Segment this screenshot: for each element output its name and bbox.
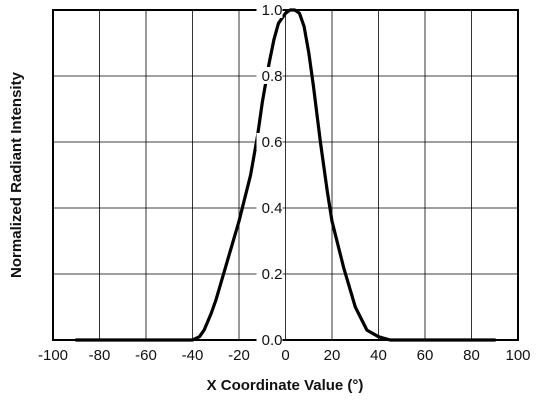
y-tick-label-backing [256,265,283,282]
x-tick-label: -100 [38,347,68,364]
x-axis-label: X Coordinate Value (°) [207,377,364,394]
y-tick-label-backing [256,67,283,84]
y-tick-label: 0.6 [262,134,283,151]
y-tick-label: 0.2 [262,266,283,283]
x-tick-label: -20 [228,347,250,364]
y-tick-label: 0.8 [262,68,283,85]
plot-frame [52,9,519,341]
x-tick-label: 40 [370,347,387,364]
x-tick-label: -40 [182,347,204,364]
intensity-curve [74,8,497,342]
x-tick-label: 0 [281,347,289,364]
y-tick-label: 0.0 [262,332,283,349]
x-tick-label: 80 [463,347,480,364]
grid-lines [53,10,518,340]
x-tick-label: 100 [505,347,530,364]
y-tick-label: 0.4 [262,200,283,217]
x-tick-label: -80 [89,347,111,364]
y-tick-label-backing [256,199,283,216]
x-tick-label: 60 [417,347,434,364]
y-tick-labels: 0.0 0.2 0.4 0.6 0.8 1.0 [256,1,283,349]
x-tick-label: -60 [135,347,157,364]
x-tick-label: 20 [324,347,341,364]
x-tick-labels: -100 -80 -60 -40 -20 0 20 40 60 80 100 [38,347,531,364]
y-tick-label-backing [256,1,283,18]
y-tick-label-backing [256,331,283,348]
y-tick-label-backing [256,133,283,150]
y-axis-label: Normalized Radiant Intensity [8,71,25,278]
y-tick-label: 1.0 [262,2,283,19]
